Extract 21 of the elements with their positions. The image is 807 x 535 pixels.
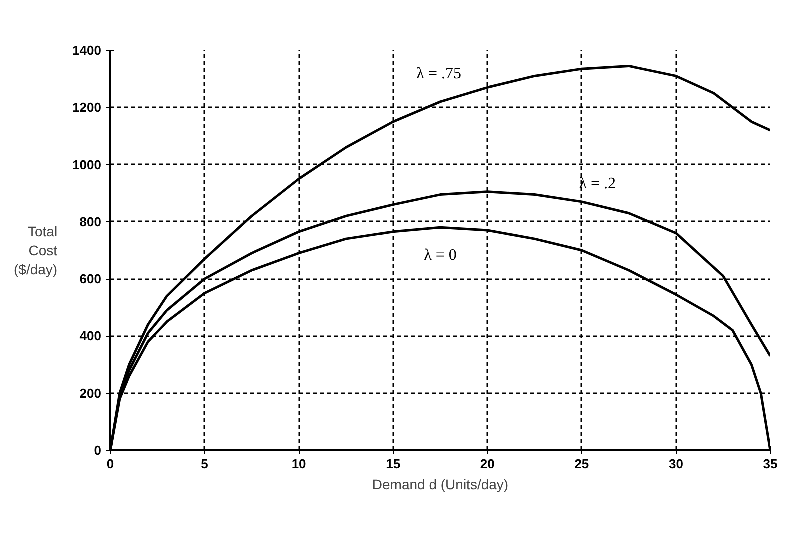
y-tick-label: 1200 xyxy=(72,100,102,116)
x-tick-label: 15 xyxy=(386,456,401,472)
x-tick-label: 10 xyxy=(292,456,306,472)
x-tick-label: 5 xyxy=(201,456,208,472)
x-tick-label: 20 xyxy=(480,456,495,472)
y-tick-label: 0 xyxy=(94,443,102,458)
x-axis-title: Demand d (Units/day) xyxy=(372,476,509,492)
x-tick-label: 30 xyxy=(668,456,684,472)
y-tick-label: 1000 xyxy=(72,157,102,172)
y-tick-label: 1400 xyxy=(72,43,102,58)
y-tick-label: 800 xyxy=(80,214,102,230)
x-tick-label: 25 xyxy=(574,456,590,472)
x-tick-label: 0 xyxy=(106,456,114,472)
y-axis-title: Total Cost ($/day) xyxy=(14,223,58,278)
series-label: λ = .75 xyxy=(416,66,462,83)
series-label: λ = 0 xyxy=(424,247,457,264)
series-label: λ = .2 xyxy=(579,175,616,192)
y-tick-label: 200 xyxy=(80,386,102,401)
x-tick-label: 35 xyxy=(763,456,778,472)
y-tick-label: 400 xyxy=(80,328,102,344)
y-tick-label: 600 xyxy=(80,272,102,287)
